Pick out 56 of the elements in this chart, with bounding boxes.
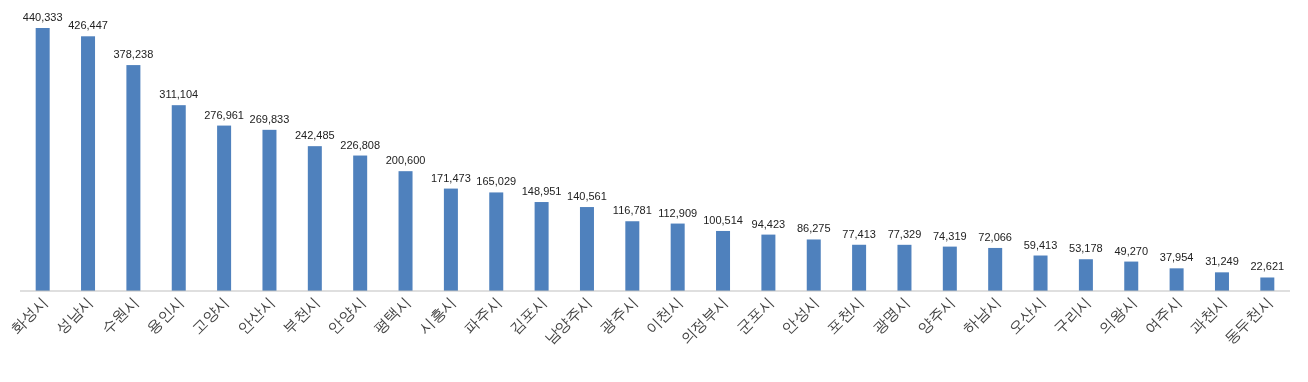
bar	[1078, 259, 1093, 291]
data-label: 148,951	[521, 185, 562, 198]
bar	[942, 246, 957, 291]
data-label: 22,621	[1250, 260, 1285, 273]
data-label: 426,447	[68, 19, 108, 32]
data-label: 72,066	[978, 230, 1013, 243]
data-label: 200,600	[385, 154, 426, 167]
bar	[1214, 272, 1229, 291]
bar	[534, 202, 549, 291]
bar	[443, 188, 458, 291]
data-label: 311,104	[159, 88, 199, 101]
data-label: 49,270	[1114, 244, 1149, 257]
bar	[1033, 255, 1048, 291]
data-label: 269,833	[249, 112, 290, 125]
data-label: 440,333	[22, 11, 63, 23]
data-label: 94,423	[751, 217, 786, 230]
data-label: 37,954	[1159, 251, 1194, 264]
bar	[489, 192, 504, 291]
data-label: 171,473	[431, 171, 471, 184]
bar	[897, 244, 912, 291]
bar	[171, 105, 186, 291]
bar	[988, 247, 1003, 291]
bar	[852, 244, 867, 291]
data-label: 59,413	[1023, 238, 1058, 251]
data-label: 31,249	[1205, 255, 1239, 268]
data-label: 226,808	[340, 138, 381, 151]
bar	[35, 28, 50, 291]
data-label: 86,275	[796, 222, 831, 235]
data-label: 242,485	[294, 129, 335, 142]
data-label: 165,029	[476, 175, 517, 188]
bar	[398, 171, 413, 291]
data-label: 378,238	[113, 48, 154, 61]
bar	[625, 221, 640, 291]
bar	[217, 125, 232, 291]
bar	[353, 155, 368, 291]
data-label: 53,178	[1069, 242, 1103, 255]
data-label: 276,961	[204, 108, 244, 121]
data-label: 116,781	[612, 204, 652, 217]
bar	[806, 239, 821, 291]
bar	[670, 223, 685, 291]
bar	[716, 230, 731, 291]
data-label: 140,561	[567, 190, 607, 203]
bar	[1169, 268, 1184, 291]
bar	[579, 207, 594, 291]
bar	[262, 129, 277, 291]
data-label: 112,909	[658, 206, 698, 219]
bar	[307, 146, 322, 291]
data-label: 77,329	[887, 227, 922, 240]
bar	[81, 36, 96, 291]
bar	[1260, 277, 1275, 291]
bar	[1124, 261, 1139, 291]
data-label: 100,514	[703, 213, 743, 226]
data-label: 74,319	[932, 229, 967, 242]
bar	[761, 234, 776, 291]
bar	[126, 65, 141, 291]
data-label: 77,413	[842, 227, 876, 240]
